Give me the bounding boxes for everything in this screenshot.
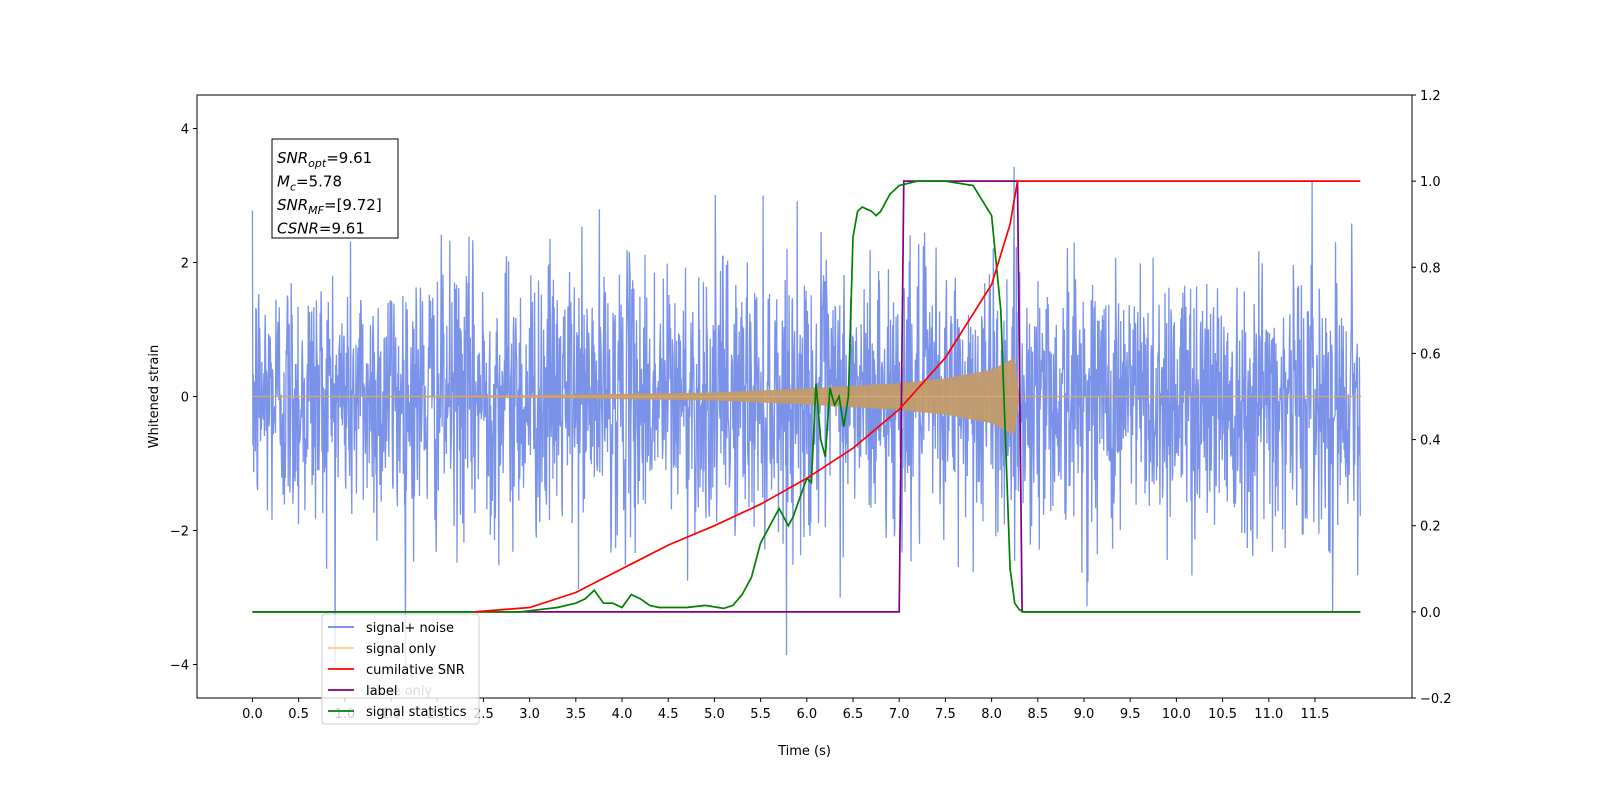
x-tick-label: 11.0 xyxy=(1254,707,1283,722)
y-left-tick-label: 4 xyxy=(181,123,189,138)
annotation-box-frame xyxy=(271,138,399,239)
x-axis-label: Time (s) xyxy=(777,744,831,759)
annotation-line: SNRMF=[9.72] xyxy=(277,196,382,217)
y-right-tick-label: 0.0 xyxy=(1420,606,1441,621)
y-axis-label: Whitened strain xyxy=(147,345,162,448)
x-tick-label: 9.0 xyxy=(1074,707,1095,722)
legend-entry: signal only xyxy=(366,642,436,657)
x-tick-label: 11.5 xyxy=(1301,707,1330,722)
y-right-tick-label: −0.2 xyxy=(1420,692,1452,707)
annotation-line: Mc=5.78 xyxy=(277,173,342,194)
series-signal-statistics xyxy=(252,180,1361,613)
y-right-tick-label: 1.2 xyxy=(1420,89,1441,104)
x-tick-label: 8.5 xyxy=(1027,707,1048,722)
y-left-tick-label: 2 xyxy=(181,257,189,272)
x-tick-label: 5.5 xyxy=(750,707,771,722)
x-tick-label: 3.0 xyxy=(519,707,540,722)
x-tick-label: 0.5 xyxy=(288,707,309,722)
y-right-tick-label: 0.6 xyxy=(1420,347,1441,362)
x-tick-label: 3.5 xyxy=(565,707,586,722)
y-right-tick-label: 1.0 xyxy=(1420,175,1441,190)
legend: noise only signal+ noise signal only cumila… xyxy=(321,613,480,725)
x-tick-label: 8.0 xyxy=(981,707,1002,722)
legend-frame xyxy=(321,613,480,725)
annotation-line: CSNR=9.61 xyxy=(277,220,365,238)
y-axis-left: 4 2 0 −2 −4 xyxy=(170,123,197,674)
legend-entry: signal statistics xyxy=(366,705,467,720)
series-signal-noise xyxy=(251,166,1361,672)
y-right-tick-label: 0.8 xyxy=(1420,261,1441,276)
x-tick-label: 9.5 xyxy=(1120,707,1141,722)
x-tick-label: 6.5 xyxy=(843,707,864,722)
annotation-line: SNRopt=9.61 xyxy=(277,149,372,170)
y-left-tick-label: 0 xyxy=(181,391,189,406)
series-cumulative-snr xyxy=(474,180,1361,613)
y-right-tick-label: 0.2 xyxy=(1420,520,1441,535)
x-tick-label: 7.5 xyxy=(935,707,956,722)
legend-entry: cumilative SNR xyxy=(366,663,465,678)
x-tick-label: 4.0 xyxy=(612,707,633,722)
legend-entry: label xyxy=(366,684,397,699)
legend-hidden-entry: noise only xyxy=(366,684,433,699)
x-tick-label: 5.0 xyxy=(704,707,725,722)
legend-entry: signal+ noise xyxy=(366,621,454,636)
x-tick-label: 0.0 xyxy=(242,707,263,722)
x-tick-label: 6.0 xyxy=(796,707,817,722)
x-tick-label: 10.0 xyxy=(1162,707,1191,722)
x-tick-label: 4.5 xyxy=(658,707,679,722)
y-axis-right: 1.2 1.0 0.8 0.6 0.4 0.2 0.0 −0.2 xyxy=(1412,89,1452,707)
y-left-tick-label: −2 xyxy=(170,525,189,540)
x-tick-label: 7.0 xyxy=(889,707,910,722)
plot-area xyxy=(251,166,1362,672)
x-tick-label: 10.5 xyxy=(1208,707,1237,722)
y-left-tick-label: −4 xyxy=(170,659,189,674)
y-right-tick-label: 0.4 xyxy=(1420,434,1441,449)
